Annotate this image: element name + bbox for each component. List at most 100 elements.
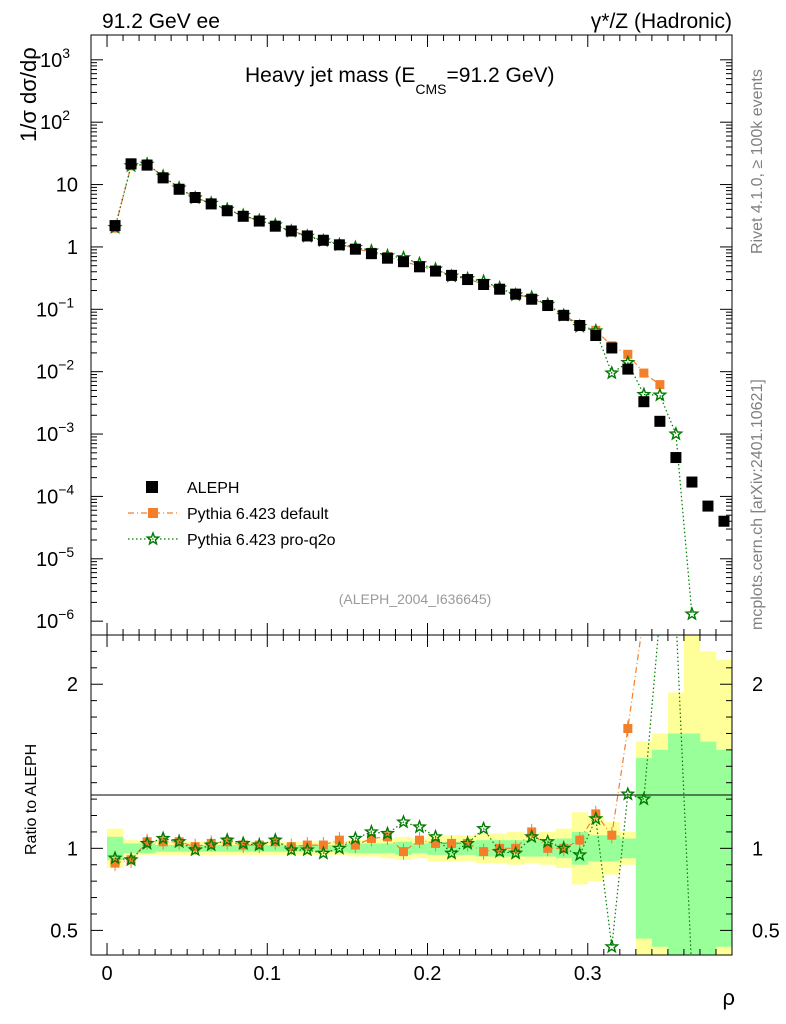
- proq2o-ratio-point: [363, 823, 380, 839]
- aleph-point: [253, 215, 265, 227]
- series-aleph: [109, 158, 730, 527]
- ratio-ytick-label-right: 2: [752, 674, 763, 696]
- band-green: [363, 843, 380, 854]
- proq2o-ratio-point: [459, 835, 476, 850]
- proq2o-ratio-point: [475, 820, 492, 836]
- proq2o-ratio-point: [331, 840, 348, 855]
- legend: ALEPH Pythia 6.423 default Pythia 6.423 …: [128, 480, 336, 549]
- ratio-ytick-label-right: 0.5: [752, 920, 780, 942]
- main-ytick-label: 10−5: [36, 544, 74, 571]
- default-ratio-point: [495, 843, 505, 853]
- proq2o-ratio-point: [540, 833, 556, 849]
- default-ratio-point: [447, 838, 457, 848]
- band-green: [587, 835, 605, 862]
- aleph-point: [622, 363, 634, 375]
- proq2o-ratio-point: [203, 837, 219, 852]
- default-ratio-point: [543, 843, 553, 853]
- legend-aleph-marker: [146, 481, 158, 493]
- proq2o-ratio-point: [155, 830, 171, 845]
- band-green: [379, 843, 396, 854]
- band-green: [523, 840, 540, 857]
- header-left: 91.2 GeV ee: [102, 10, 220, 33]
- default-ratio-point: [206, 838, 216, 848]
- band-green: [603, 835, 621, 862]
- ratio-ytick-label: 0.5: [50, 920, 78, 942]
- proq2o-ratio-point: [347, 830, 363, 845]
- ratio-ylabel: Ratio to ALEPH: [23, 744, 40, 855]
- default-ratio-point: [318, 840, 328, 850]
- default-ratio-point: [398, 847, 408, 857]
- default-ratio-point: [190, 842, 200, 852]
- aleph-point: [397, 256, 409, 268]
- proq2o-ratio-point: [235, 835, 251, 850]
- ratio-plot-frame: [90, 634, 733, 956]
- proq2o-ratio-point: [251, 837, 267, 852]
- aleph-point: [558, 309, 570, 321]
- proq2o-ratio-point: [443, 845, 460, 860]
- aleph-point: [686, 476, 698, 488]
- aleph-point: [285, 225, 297, 237]
- ratio-ytick-label: 2: [67, 674, 78, 696]
- proq2o-point: [684, 606, 700, 621]
- default-ratio-point: [334, 835, 344, 845]
- band-green: [619, 838, 637, 859]
- main-ytick-label: 10: [56, 175, 78, 197]
- proq2o-ratio-point: [572, 846, 588, 862]
- ratio-axis-ticks: 0.5 0.5 1 1 2 2 0 0.1 0.2 0.3: [50, 635, 780, 985]
- default-ratio-point: [366, 833, 376, 843]
- proq2o-point: [668, 426, 684, 441]
- proq2o-ratio-point: [636, 791, 652, 806]
- aleph-point: [381, 252, 393, 264]
- rivet-label: Rivet 4.1.0, ≥ 100k events: [749, 69, 766, 254]
- aleph-point: [606, 342, 618, 354]
- band-green: [667, 733, 685, 955]
- proq2o-ratio-point: [379, 825, 396, 840]
- proq2o-point: [652, 387, 668, 402]
- main-ytick-label: 10−6: [36, 606, 74, 633]
- main-title-sub: CMS: [415, 81, 446, 97]
- aleph-point: [349, 243, 361, 255]
- aleph-point: [670, 452, 682, 464]
- aleph-point: [702, 500, 714, 512]
- aleph-point: [109, 220, 121, 232]
- proq2o-ratio-point: [604, 938, 620, 954]
- proq2o-ratio-point: [107, 850, 123, 865]
- main-ytick-label: 10−1: [36, 294, 74, 321]
- default-point: [639, 368, 649, 378]
- aleph-point: [494, 283, 506, 295]
- main-ytick-label: 10−2: [36, 357, 74, 384]
- main-ytick-label: 10−4: [36, 481, 74, 508]
- aleph-point: [205, 198, 217, 210]
- series-pythia-pro-q2o: [107, 156, 700, 621]
- aleph-point: [125, 158, 137, 170]
- aleph-point: [718, 515, 730, 527]
- aleph-point: [526, 293, 538, 305]
- aleph-point: [365, 248, 377, 260]
- aleph-point: [189, 192, 201, 204]
- band-green: [123, 843, 140, 854]
- aleph-point: [510, 288, 522, 300]
- xtick-label: 0.3: [574, 963, 602, 985]
- xtick-label: 0: [101, 963, 112, 985]
- aleph-point: [221, 205, 233, 217]
- ratio-ytick-label-right: 1: [752, 838, 763, 860]
- band-green: [683, 733, 701, 955]
- legend-aleph-label: ALEPH: [187, 480, 239, 497]
- ratio-ytick-label: 1: [67, 838, 78, 860]
- proq2o-ratio-point: [491, 843, 508, 859]
- aleph-point: [301, 230, 313, 242]
- aleph-point: [654, 415, 666, 427]
- xtick-label: 0.2: [414, 963, 442, 985]
- aleph-point: [173, 183, 185, 195]
- legend-proq2o-label: Pythia 6.423 pro-q2o: [187, 532, 336, 549]
- default-ratio-point: [415, 835, 425, 845]
- proq2o-ratio-point: [267, 832, 283, 847]
- legend-default-label: Pythia 6.423 default: [187, 506, 329, 523]
- main-ytick-label: 1: [67, 237, 78, 259]
- aleph-point: [237, 210, 249, 222]
- default-ratio-point: [431, 838, 441, 848]
- proq2o-ratio-point: [123, 851, 139, 867]
- aleph-point: [446, 269, 458, 281]
- main-title-start: Heavy jet mass (E: [245, 64, 415, 87]
- default-ratio-point: [463, 838, 473, 848]
